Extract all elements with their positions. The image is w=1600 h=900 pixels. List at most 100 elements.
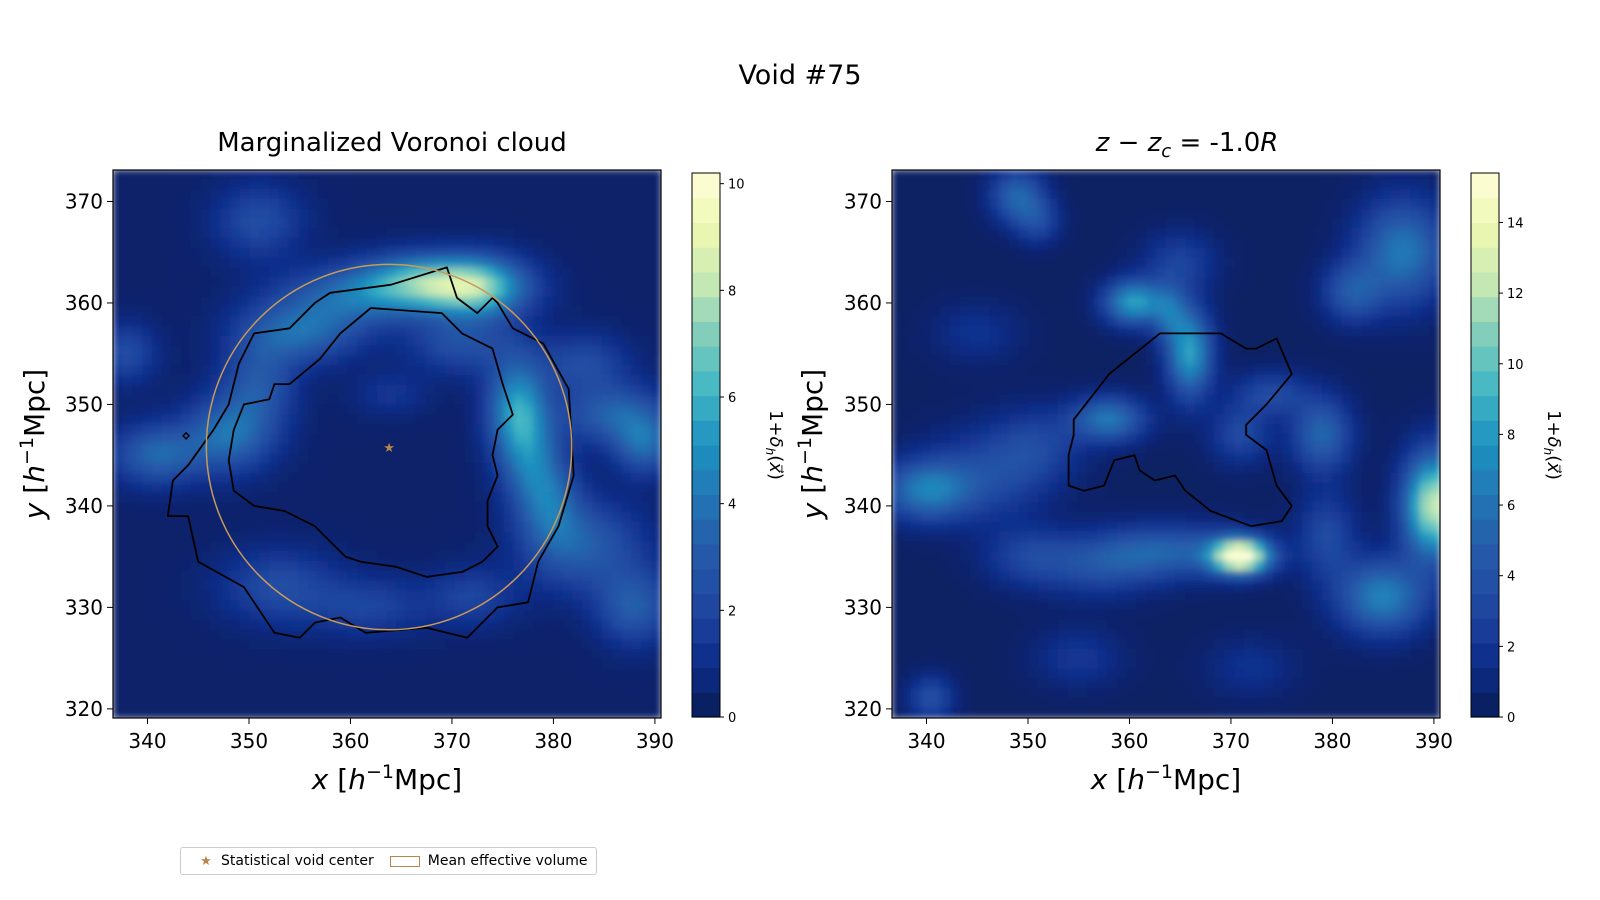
right-panel: z − zc = -1.0R 340 350 360 370 380 3903203303… [794, 128, 1564, 796]
colorbar-tick-label: 0 [1507, 711, 1515, 726]
colorbar-segment [692, 667, 720, 693]
colorbar-segment [692, 197, 720, 224]
contour-outer [166, 266, 575, 639]
colorbar-segment [1471, 420, 1499, 446]
colorbar-tick-label: 6 [1507, 499, 1515, 514]
x-tick-label: 360 [1110, 729, 1148, 753]
colorbar-tick-label: 10 [1507, 358, 1524, 373]
right-panel-axes: 340 350 360 370 380 390 320 330 340 350 360 370 x [h… [794, 169, 1453, 796]
y-tick-label: 360 [844, 291, 882, 315]
figure-suptitle: Void #75 [738, 60, 861, 91]
colorbar-segment [692, 395, 720, 421]
colorbar-tick-label: 4 [728, 498, 736, 513]
x-tick-label: 360 [331, 729, 369, 753]
y-tick-label: 340 [844, 494, 882, 518]
rectangle-outline-icon [389, 855, 420, 867]
void-center-star: ★ [383, 441, 395, 456]
colorbar-segment [1471, 222, 1499, 248]
x-tick-label: 380 [534, 729, 572, 753]
colorbar-segment [692, 173, 720, 199]
colorbar-frame [1470, 172, 1500, 718]
axes-frame [891, 169, 1441, 719]
colorbar-segment [1471, 247, 1499, 273]
colorbar-segment [1471, 445, 1499, 471]
y-axis-label: y [h−1Mpc] [16, 369, 51, 520]
density-heatmap [113, 170, 661, 718]
right-panel-title: z − zc = -1.0R [1095, 128, 1279, 162]
colorbar-segment [692, 296, 720, 322]
colorbar-segment [692, 247, 720, 273]
colorbar-segment [1471, 593, 1499, 619]
colorbar-segment [1471, 494, 1499, 520]
y-tick-label: 350 [65, 392, 103, 416]
axes-frame [112, 169, 662, 719]
contour-boundary [1067, 332, 1293, 528]
x-tick-label: 350 [1009, 729, 1047, 753]
x-axis-label: x [h−1Mpc] [1090, 761, 1241, 796]
colorbar-segment [692, 692, 720, 718]
legend-item-volume: Mean effective volume [388, 853, 588, 869]
x-tick-label: 340 [128, 729, 166, 753]
colorbar-tick-label: 2 [728, 604, 736, 619]
colorbar-segment [692, 222, 720, 248]
colorbar-tick-label: 6 [728, 391, 736, 406]
colorbar-segment [1471, 370, 1499, 397]
colorbar-tick-label: 8 [1507, 428, 1515, 443]
y-tick-label: 340 [65, 494, 103, 518]
x-tick-label: 350 [230, 729, 268, 753]
x-tick-label: 390 [1415, 729, 1453, 753]
left-panel-axes: 340 350 360 370 380 390 320 330 340 350 360 370 x [h… [16, 169, 674, 796]
colorbar-tick-label: 4 [1507, 570, 1515, 585]
colorbar-segment [692, 494, 720, 520]
x-axis-label: x [h−1Mpc] [311, 761, 462, 796]
colorbar-segment [692, 271, 720, 298]
contour-small [182, 431, 191, 440]
y-tick-label: 330 [65, 595, 103, 619]
colorbar-segment [692, 642, 720, 669]
x-tick-label: 340 [907, 729, 945, 753]
colorbar-tick-label: 12 [1507, 287, 1524, 302]
colorbar-tick-label: 0 [728, 711, 736, 726]
colorbar-segment [1471, 197, 1499, 224]
legend: ★ Statistical void center Mean effective… [180, 847, 597, 875]
legend-item-center: ★ Statistical void center [191, 853, 374, 869]
x-tick-label: 370 [1212, 729, 1250, 753]
right-panel-overlays [1067, 332, 1293, 528]
legend-label-center: Statistical void center [221, 853, 374, 869]
colorbar-segment [692, 420, 720, 446]
star-marker-icon: ★ [200, 853, 212, 869]
y-tick-label: 330 [844, 595, 882, 619]
contour-inner [227, 307, 514, 578]
x-tick-label: 380 [1313, 729, 1351, 753]
colorbar-segment [692, 568, 720, 594]
colorbar-segment [1471, 642, 1499, 669]
colorbar-tick-label: 10 [728, 178, 745, 193]
colorbar-segment [692, 519, 720, 545]
colorbar-segment [1471, 469, 1499, 496]
left-panel: Marginalized Voronoi cloud ★ 340 350 360 37… [16, 128, 786, 796]
colorbar-label: 1+δh(x⃗) [763, 410, 786, 480]
left-panel-overlays: ★ [166, 263, 575, 639]
colorbar-segment [1471, 271, 1499, 298]
colorbar-segment [1471, 395, 1499, 421]
right-colorbar: 0 2 4 6 8 10 12 14 1+δh(x⃗) [1470, 172, 1564, 726]
colorbar-segment [1471, 296, 1499, 322]
colorbar-segment [692, 593, 720, 619]
colorbar-tick-label: 14 [1507, 216, 1524, 231]
legend-label-volume: Mean effective volume [427, 853, 588, 869]
y-tick-label: 370 [844, 189, 882, 213]
colorbar-tick-label: 2 [1507, 640, 1515, 655]
colorbar-segment [1471, 667, 1499, 693]
colorbar-segment [1471, 346, 1499, 372]
colorbar-segment [1471, 692, 1499, 718]
colorbar-segment [692, 469, 720, 496]
colorbar-segment [692, 370, 720, 397]
mean-effective-volume-circle [205, 263, 573, 631]
y-tick-label: 350 [844, 392, 882, 416]
left-colorbar: 0 2 4 6 8 10 1+δh(x⃗) [691, 172, 786, 726]
colorbar-tick-label: 8 [728, 284, 736, 299]
density-heatmap [892, 170, 1440, 718]
colorbar-segment [1471, 321, 1499, 347]
x-tick-label: 370 [433, 729, 471, 753]
y-tick-label: 320 [65, 697, 103, 721]
